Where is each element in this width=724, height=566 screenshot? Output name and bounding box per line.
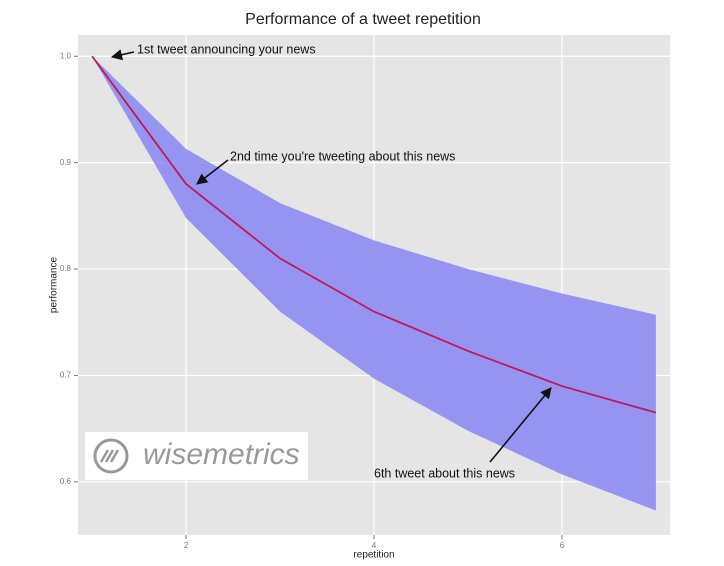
logo-icon bbox=[93, 438, 129, 474]
annotation: 1st tweet announcing your news bbox=[137, 42, 316, 56]
confidence-band bbox=[92, 56, 656, 511]
y-axis-label: performance bbox=[49, 256, 60, 313]
chart-title: Performance of a tweet repetition bbox=[245, 11, 481, 28]
x-axis-label: repetition bbox=[353, 550, 394, 561]
y-tick-label: 0.6 bbox=[60, 477, 72, 486]
x-tick-label: 4 bbox=[372, 541, 377, 550]
y-tick-label: 0.8 bbox=[60, 264, 72, 273]
y-tick-label: 0.9 bbox=[60, 158, 72, 167]
y-tick-label: 0.7 bbox=[60, 371, 72, 380]
arrow bbox=[196, 159, 229, 185]
logo-icon-strokes bbox=[99, 449, 120, 463]
annotation: 2nd time you're tweeting about this news bbox=[230, 149, 455, 163]
annotation: 6th tweet about this news bbox=[374, 466, 515, 480]
logo-text: wisemetrics bbox=[143, 438, 300, 471]
annotations: 1st tweet announcing your news 2nd time … bbox=[110, 42, 552, 480]
marks bbox=[91, 55, 657, 511]
x-tick-label: 6 bbox=[560, 541, 565, 550]
logo-box bbox=[85, 432, 308, 480]
arrow bbox=[110, 49, 135, 61]
logo: wisemetrics bbox=[85, 432, 308, 480]
arrow bbox=[489, 387, 552, 463]
line bbox=[91, 55, 657, 414]
x-tick-label: 2 bbox=[184, 541, 189, 550]
y-tick-label: 1.0 bbox=[60, 51, 72, 60]
